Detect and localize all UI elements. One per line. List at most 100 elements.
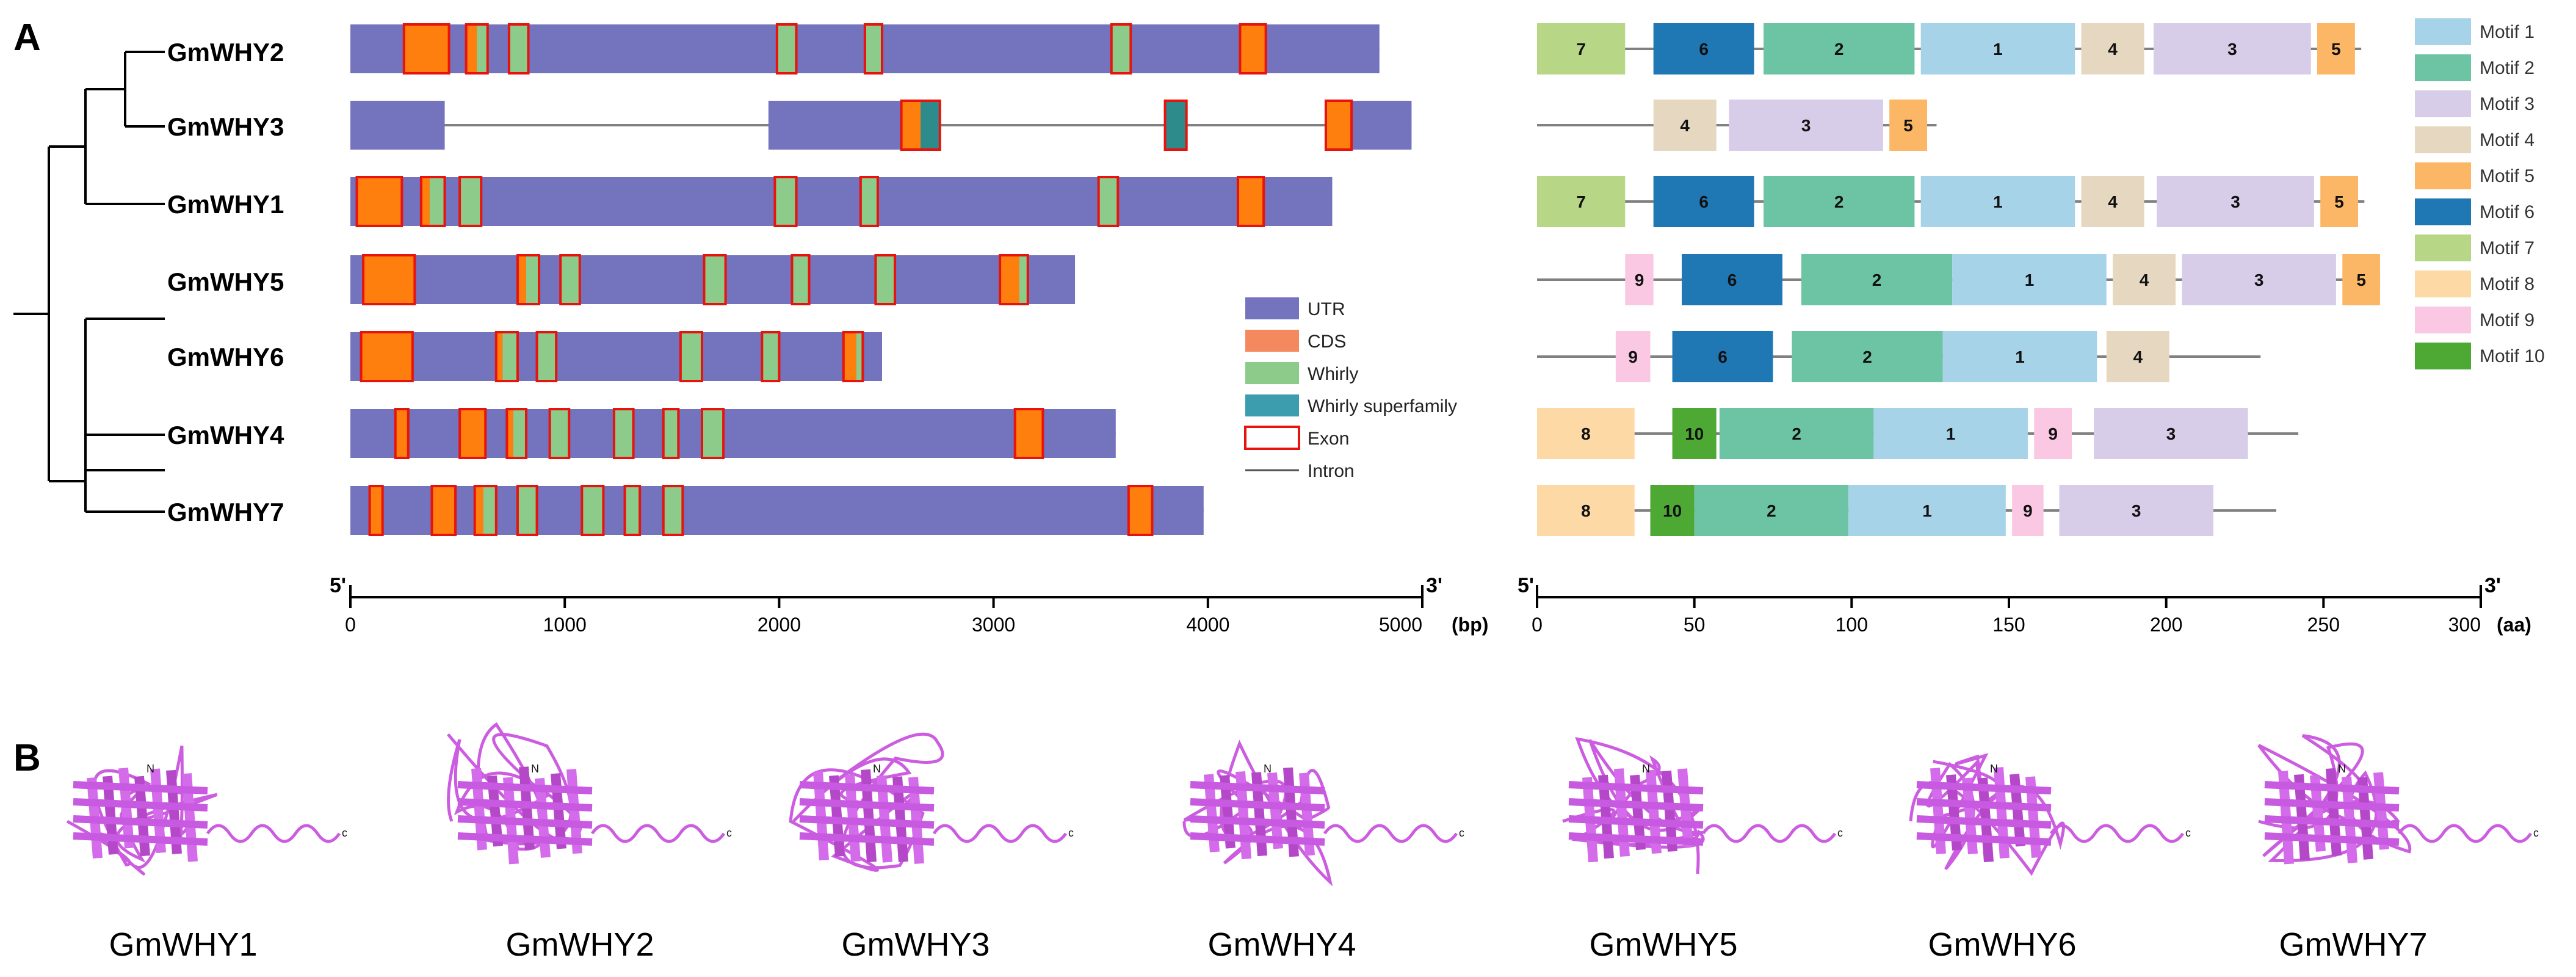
protein-cartoon: Nc GmWHY1 — [66, 745, 347, 963]
motif-number: 7 — [1576, 40, 1586, 59]
motif-box — [1653, 23, 1754, 74]
motif-box — [1920, 23, 2075, 74]
exon-outline — [999, 254, 1029, 305]
motif-box — [2317, 23, 2355, 74]
motif-legend-label: Motif 8 — [2480, 274, 2534, 294]
whirly-block — [460, 177, 482, 226]
motif-legend-swatch — [2415, 271, 2471, 297]
legend-utr-swatch — [1245, 297, 1299, 319]
exon-outline — [700, 408, 725, 459]
motif-number: 6 — [1699, 40, 1709, 59]
gene-label: GmWHY2 — [167, 38, 284, 67]
c-terminus-mark: c — [2185, 827, 2191, 839]
motif-axis-tick-label: 300 — [2448, 614, 2481, 636]
exon-outline — [473, 485, 497, 536]
motif-number: 8 — [1581, 424, 1591, 443]
motif-box — [1653, 176, 1754, 227]
gene-label: GmWHY5 — [167, 267, 284, 296]
motif-legend-swatch — [2415, 18, 2471, 45]
beta-strand — [799, 798, 935, 812]
motif-row: 8 10 2 1 9 3 — [1537, 485, 2277, 536]
cds-block — [432, 486, 456, 535]
protein-tail — [206, 824, 341, 843]
exon-outline — [355, 176, 403, 227]
gene-structure-row — [350, 485, 1204, 536]
beta-strand — [799, 781, 935, 794]
whirly-block — [775, 177, 797, 226]
beta-strand — [1994, 767, 2010, 859]
motif-number: 4 — [1680, 116, 1690, 135]
exon-outline — [791, 254, 811, 305]
motif-number: 5 — [1903, 116, 1913, 135]
gene-axis-tick-label: 4000 — [1186, 614, 1229, 636]
exon-outline — [505, 408, 527, 459]
protein-tail — [932, 824, 1068, 843]
motif-legend-swatch — [2415, 198, 2471, 225]
beta-strand — [457, 781, 593, 794]
motif-number: 4 — [2140, 271, 2149, 289]
legend-whirly-superfamily-label: Whirly superfamily — [1308, 396, 1457, 416]
motif-number: 7 — [1576, 192, 1586, 211]
gene-label: GmWHY3 — [167, 112, 284, 141]
motif-number: 1 — [2015, 347, 2025, 366]
motif-legend-swatch — [2415, 234, 2471, 261]
gene-label: GmWHY1 — [167, 190, 284, 219]
motif-number: 2 — [1767, 501, 1776, 520]
exon-outline — [679, 331, 703, 382]
cds-block — [369, 486, 383, 535]
cds-block — [356, 177, 402, 226]
exon-outline — [842, 331, 864, 382]
motif-legend-swatch — [2415, 307, 2471, 333]
legend-utr-label: UTR — [1308, 299, 1345, 319]
beta-strand — [861, 769, 877, 863]
whirly-block — [1111, 24, 1131, 73]
n-terminus-mark: N — [147, 763, 154, 775]
motif-box — [2059, 485, 2213, 536]
motif-number: 4 — [2108, 40, 2118, 59]
whirly-block — [663, 409, 679, 458]
cds-block — [496, 332, 503, 381]
motif-number: 1 — [2025, 271, 2035, 289]
c-terminus-mark: c — [1837, 827, 1843, 839]
cds-block — [395, 409, 408, 458]
protein-structures: Nc GmWHY1 Nc GmWHY2 Nc GmWHY3 Nc GmWHY4 Nc GmWHY5… — [66, 722, 2539, 963]
motif-legend-label: Motif 6 — [2480, 202, 2534, 222]
motif-number: 9 — [1635, 271, 1644, 289]
motif-legend-label: Motif 7 — [2480, 238, 2534, 258]
protein-name-label: GmWHY3 — [842, 926, 990, 963]
motif-row: 4 3 5 — [1537, 100, 1937, 151]
motif-box — [1537, 23, 1626, 74]
motif-number: 5 — [2356, 271, 2366, 289]
motif-box — [2154, 23, 2311, 74]
exon-outline — [863, 23, 883, 74]
motif-legend-swatch — [2415, 54, 2471, 81]
exon-outline — [402, 23, 450, 74]
beta-strand — [1190, 815, 1325, 829]
protein-tail — [2049, 824, 2185, 843]
motif-box — [2320, 176, 2359, 227]
beta-strand — [73, 832, 208, 846]
gene-structure-row — [350, 408, 1116, 459]
motif-legend-label: Motif 5 — [2480, 166, 2534, 186]
motif-box — [1873, 408, 2028, 459]
beta-strand — [799, 832, 935, 846]
motif-row: 7 6 2 1 4 3 5 — [1537, 23, 2362, 74]
panel-b-label: B — [13, 737, 41, 779]
c-terminus-mark: c — [1459, 827, 1464, 839]
whirly-block — [776, 24, 797, 73]
motif-box — [1615, 331, 1651, 382]
beta-strand — [1568, 815, 1704, 829]
exon-outline — [1236, 176, 1265, 227]
protein-cartoon: Nc GmWHY5 — [1562, 736, 1843, 963]
motif-box — [2182, 254, 2336, 305]
gene-structure-row — [350, 23, 1380, 74]
motif-box — [1729, 100, 1883, 151]
gene-structure-row — [350, 254, 1076, 305]
exon-outline — [368, 485, 384, 536]
gene-axis-3prime: 3' — [1426, 574, 1442, 597]
cds-block — [507, 409, 513, 458]
motif-legend: Motif 1 Motif 2 Motif 3 Motif 4 Motif 5 Motif… — [2415, 18, 2545, 369]
motif-number: 3 — [1801, 116, 1811, 135]
beta-strand — [1930, 768, 1946, 854]
